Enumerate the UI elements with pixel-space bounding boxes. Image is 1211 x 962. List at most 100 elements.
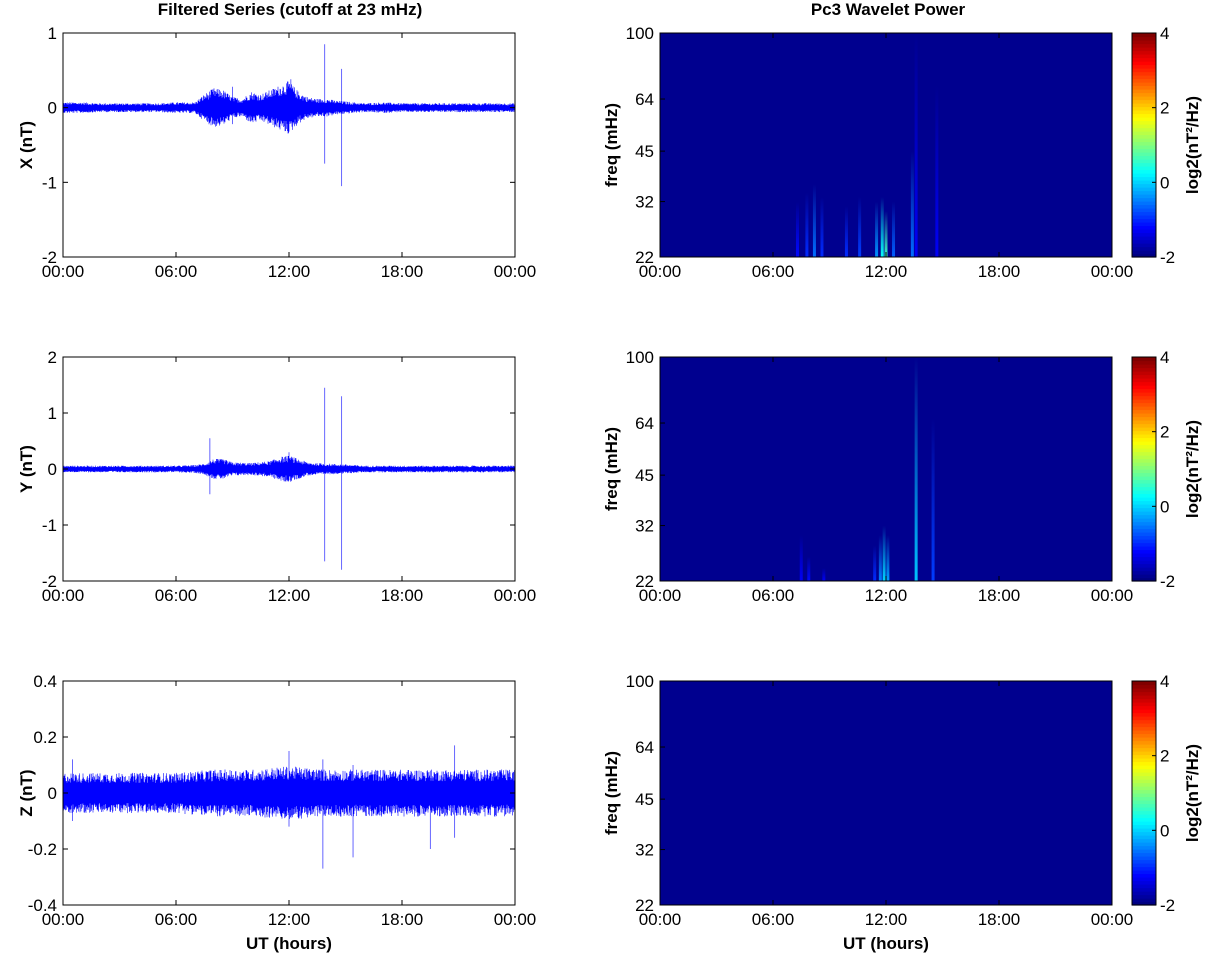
wavelet-1-colorbar-segment xyxy=(1132,225,1156,230)
series-1-ytick-label: 0 xyxy=(48,99,57,118)
wavelet-3-ytick-label: 32 xyxy=(635,841,654,860)
wavelet-3-colorbar-segment xyxy=(1132,758,1156,763)
wavelet-2-colorbar-segment xyxy=(1132,451,1156,456)
wavelet-1-power-burst xyxy=(875,201,879,257)
plot-area: -2 -1 0 1 00:00 06:00 12:00 18:00 00:00 X (nT) -2 -… xyxy=(17,24,1202,953)
wavelet-3-colorbar-segment xyxy=(1132,880,1156,885)
wavelet-3-colorbar-segment xyxy=(1132,737,1156,742)
wavelet-3-colorbar-tick-label: 4 xyxy=(1160,672,1169,691)
wavelet-3-colorbar-segment xyxy=(1132,863,1156,868)
wavelet-1-colorbar-segment xyxy=(1132,120,1156,125)
wavelet-3-colorbar-segment xyxy=(1132,733,1156,738)
series-1-xtick-label: 00:00 xyxy=(42,262,85,281)
wavelet-2-colorbar-segment xyxy=(1132,388,1156,393)
wavelet-1-colorbar-segment xyxy=(1132,162,1156,167)
wavelet-2-colorbar-segment xyxy=(1132,448,1156,453)
wavelet-3-colorbar-frame xyxy=(1131,680,1157,906)
wavelet-3-xtick-label: 18:00 xyxy=(978,910,1021,929)
wavelet-1-colorbar-segment xyxy=(1132,169,1156,174)
wavelet-2-colorbar-segment xyxy=(1132,465,1156,470)
wavelet-3-colorbar-segment xyxy=(1132,803,1156,808)
wavelet-1-colorbar-segment xyxy=(1132,201,1156,206)
wavelet-3-colorbar-segment xyxy=(1132,772,1156,777)
wavelet-2-colorbar-segment xyxy=(1132,563,1156,568)
wavelet-2-colorbar-segment xyxy=(1132,479,1156,484)
series-2-ytick-label: -2 xyxy=(42,572,57,591)
wavelet-3-colorbar-segment xyxy=(1132,702,1156,707)
wavelet-2-colorbar-segment xyxy=(1132,392,1156,397)
series-2-xtick-label: 06:00 xyxy=(155,586,198,605)
wavelet-3-colorbar-segment xyxy=(1132,698,1156,703)
wavelet-1-power-burst xyxy=(844,206,848,257)
wavelet-2-colorbar-segment xyxy=(1132,486,1156,491)
wavelet-1-colorbar-segment xyxy=(1132,211,1156,216)
wavelet-2-colorbar-segment xyxy=(1132,360,1156,365)
wavelet-1-colorbar-segment xyxy=(1132,117,1156,122)
wavelet-2-xtick-label: 00:00 xyxy=(639,586,682,605)
series-3-ytick-label: -0.4 xyxy=(28,896,57,915)
wavelet-3-colorbar-segment xyxy=(1132,705,1156,710)
wavelet-2-power-burst xyxy=(882,525,886,581)
series-3-ytick-label: 0 xyxy=(48,784,57,803)
wavelet-1-colorbar-segment xyxy=(1132,96,1156,101)
wavelet-1-xtick-label: 00:00 xyxy=(1091,262,1134,281)
series-1-xtick-label: 18:00 xyxy=(381,262,424,281)
wavelet-3-colorbar-segment xyxy=(1132,786,1156,791)
wavelet-1-power-burst xyxy=(858,197,862,257)
wavelet-1-power-burst xyxy=(892,201,896,257)
wavelet-1-colorbar-segment xyxy=(1132,106,1156,111)
wavelet-2-ytick-label: 45 xyxy=(635,466,654,485)
wavelet-1-colorbar-segment xyxy=(1132,253,1156,258)
wavelet-3-colorbar-segment xyxy=(1132,751,1156,756)
wavelet-1-ylabel: freq (mHz) xyxy=(602,103,621,187)
wavelet-2-colorbar-segment xyxy=(1132,525,1156,530)
wavelet-2-colorbar-segment xyxy=(1132,402,1156,407)
wavelet-2-colorbar-segment xyxy=(1132,381,1156,386)
wavelet-1-colorbar-segment xyxy=(1132,159,1156,164)
wavelet-2-colorbar-segment xyxy=(1132,493,1156,498)
wavelet-1-power-burst xyxy=(935,85,939,257)
wavelet-2-ytick-label: 100 xyxy=(626,348,654,367)
wavelet-3-colorbar-segment xyxy=(1132,775,1156,780)
wavelet-3-colorbar-segment xyxy=(1132,842,1156,847)
series-2-ytick-label: 0 xyxy=(48,460,57,479)
wavelet-2-colorbar-tick-label: 2 xyxy=(1160,423,1169,442)
wavelet-2-colorbar-segment xyxy=(1132,532,1156,537)
wavelet-3-colorbar-segment xyxy=(1132,824,1156,829)
wavelet-3-colorbar-segment xyxy=(1132,716,1156,721)
wavelet-1-xtick-label: 12:00 xyxy=(865,262,908,281)
wavelet-2-xtick-label: 06:00 xyxy=(752,586,795,605)
wavelet-1-colorbar-segment xyxy=(1132,250,1156,255)
wavelet-2-colorbar-segment xyxy=(1132,441,1156,446)
wavelet-3-colorbar-segment xyxy=(1132,726,1156,731)
wavelet-1-colorbar-segment xyxy=(1132,78,1156,83)
wavelet-3-colorbar-segment xyxy=(1132,779,1156,784)
wavelet-1-colorbar-segment xyxy=(1132,85,1156,90)
wavelet-2-colorbar-segment xyxy=(1132,430,1156,435)
wavelet-2-colorbar-segment xyxy=(1132,577,1156,582)
wavelet-3-xtick-label: 00:00 xyxy=(639,910,682,929)
wavelet-3-colorbar-segment xyxy=(1132,859,1156,864)
wavelet-2-power-background xyxy=(660,357,1112,581)
wavelet-2-ytick-label: 32 xyxy=(635,517,654,536)
wavelet-1-colorbar-segment xyxy=(1132,92,1156,97)
series-3-xtick-label: 18:00 xyxy=(381,910,424,929)
wavelet-2-power-burst xyxy=(822,568,826,581)
wavelet-3-colorbar-segment xyxy=(1132,744,1156,749)
wavelet-3-colorbar-segment xyxy=(1132,901,1156,906)
series-1-ylabel: X (nT) xyxy=(17,121,36,169)
wavelet-2-colorbar-segment xyxy=(1132,511,1156,516)
wavelet-3-colorbar-segment xyxy=(1132,866,1156,871)
wavelet-3-ytick-label: 100 xyxy=(626,672,654,691)
wavelet-2-colorbar-segment xyxy=(1132,514,1156,519)
wavelet-1-colorbar-segment xyxy=(1132,155,1156,160)
wavelet-2-colorbar-segment xyxy=(1132,462,1156,467)
series-3-ylabel: Z (nT) xyxy=(17,769,36,816)
wavelet-1-power-burst xyxy=(910,151,914,257)
wavelet-2-colorbar-segment xyxy=(1132,549,1156,554)
wavelet-3-colorbar-segment xyxy=(1132,723,1156,728)
wavelet-1-colorbar-segment xyxy=(1132,89,1156,94)
wavelet-1-power-burst xyxy=(805,192,809,257)
wavelet-3-ytick-label: 22 xyxy=(635,896,654,915)
